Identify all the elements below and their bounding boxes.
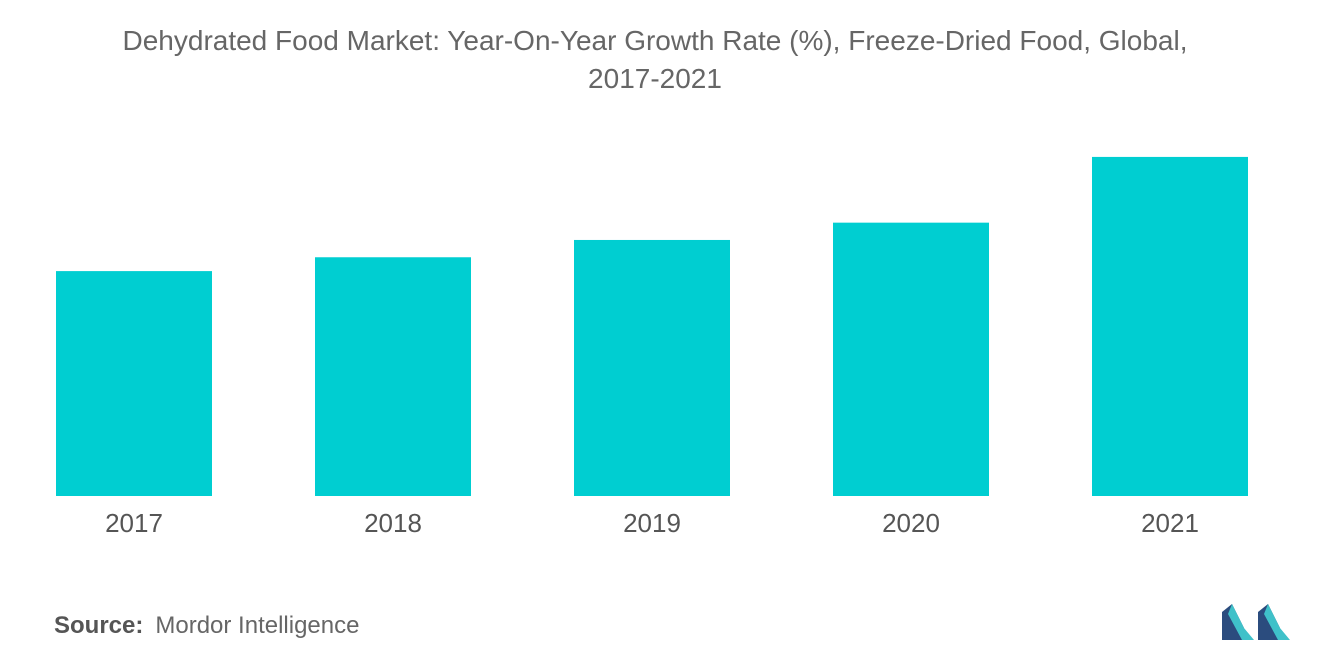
bar-2017 bbox=[56, 271, 212, 496]
x-tick-label-2019: 2019 bbox=[623, 508, 681, 538]
chart-title-line-2: 2017-2021 bbox=[588, 63, 722, 94]
source-line: Source: Mordor Intelligence bbox=[54, 612, 359, 640]
bar-2019 bbox=[574, 239, 730, 496]
bar-2018 bbox=[315, 257, 471, 496]
chart-title: Dehydrated Food Market: Year-On-Year Gro… bbox=[0, 22, 1310, 98]
bar-2020 bbox=[833, 222, 989, 496]
x-tick-label-2017: 2017 bbox=[105, 508, 163, 538]
bar-2021 bbox=[1092, 156, 1248, 497]
mordor-intelligence-logo bbox=[1222, 604, 1290, 640]
x-tick-label-2018: 2018 bbox=[364, 508, 422, 538]
bar-chart: 2017 2018 2019 2020 2021 bbox=[56, 156, 1248, 538]
source-label: Source: bbox=[54, 612, 144, 639]
x-tick-label-2021: 2021 bbox=[1141, 508, 1199, 538]
source-value: Mordor Intelligence bbox=[155, 612, 360, 639]
chart-title-line-1: Dehydrated Food Market: Year-On-Year Gro… bbox=[122, 25, 1188, 56]
x-tick-label-2020: 2020 bbox=[882, 508, 940, 538]
